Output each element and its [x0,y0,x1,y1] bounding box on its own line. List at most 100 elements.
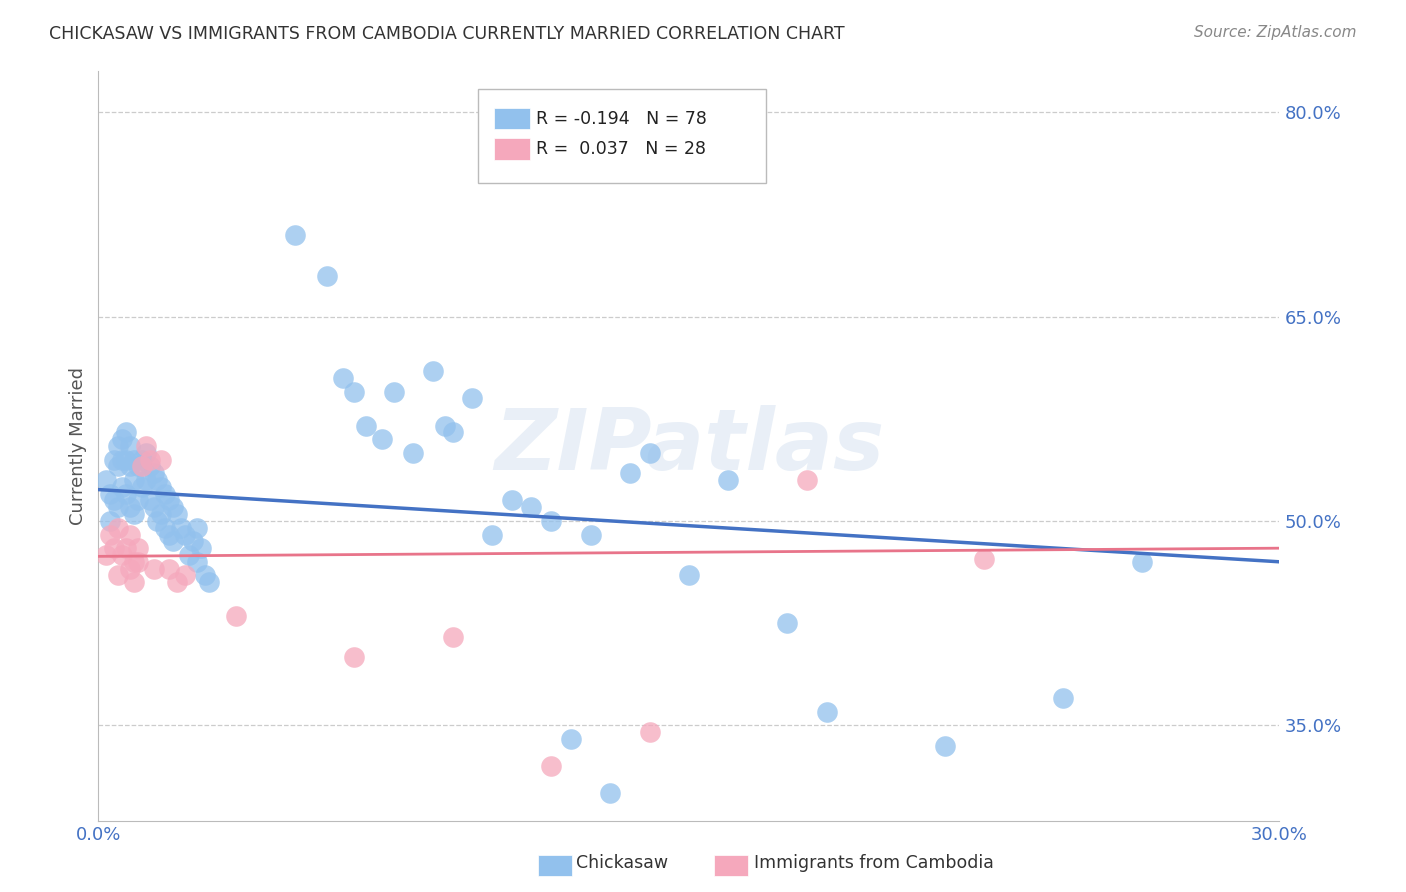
Point [115,425,138,440]
Point [135,446,157,460]
Point [103,452,125,467]
Point [111,452,134,467]
Point [115,452,138,467]
Point [118,527,141,541]
Point [122,452,145,467]
Point [678,568,700,582]
Point [111,432,134,446]
Point [186,521,208,535]
Point [619,467,641,481]
Point [166,507,188,521]
Point [107,568,129,582]
Point [96,548,118,562]
Point [197,575,219,590]
Point [131,480,153,494]
Text: ZIPatlas: ZIPatlas [494,404,884,488]
Point [107,459,129,474]
Point [122,507,145,521]
Point [1052,691,1074,706]
Point [540,514,562,528]
Point [461,392,484,406]
Point [150,507,173,521]
Point [157,527,180,541]
Point [118,439,141,453]
Point [107,500,129,515]
Point [103,541,125,556]
Point [103,493,125,508]
Point [315,268,337,283]
Point [138,452,160,467]
Point [131,452,153,467]
Point [638,725,661,739]
Point [118,500,141,515]
Point [433,418,456,433]
Y-axis label: Currently Married: Currently Married [69,367,87,525]
Point [402,446,425,460]
Point [98,486,121,500]
Point [155,521,177,535]
Point [115,486,138,500]
Point [98,527,121,541]
Point [371,432,394,446]
Point [146,473,169,487]
Point [150,480,173,494]
Point [194,568,217,582]
Point [107,521,129,535]
Point [157,493,180,508]
Point [776,616,799,631]
Text: R = -0.194   N = 78: R = -0.194 N = 78 [536,110,707,128]
Point [150,452,173,467]
Point [142,467,165,481]
Point [157,561,180,575]
Point [934,739,956,753]
Point [166,575,188,590]
Point [225,609,247,624]
Point [107,439,129,453]
Point [127,493,149,508]
Point [138,493,160,508]
Point [146,514,169,528]
Point [122,575,145,590]
Point [111,548,134,562]
Point [170,521,193,535]
Point [96,473,118,487]
Point [501,493,523,508]
Point [122,473,145,487]
Point [155,486,177,500]
Point [98,514,121,528]
Point [382,384,405,399]
Text: CHICKASAW VS IMMIGRANTS FROM CAMBODIA CURRENTLY MARRIED CORRELATION CHART: CHICKASAW VS IMMIGRANTS FROM CAMBODIA CU… [49,25,845,43]
Point [599,786,621,800]
Point [138,459,160,474]
Point [142,500,165,515]
Point [441,630,464,644]
Point [190,541,212,556]
Point [520,500,543,515]
Text: R =  0.037   N = 28: R = 0.037 N = 28 [536,140,706,158]
Point [560,731,582,746]
Point [638,446,661,460]
Point [162,534,184,549]
Point [422,364,444,378]
Point [127,555,149,569]
Point [354,418,377,433]
Point [796,473,818,487]
Point [441,425,464,440]
Point [174,568,197,582]
Point [131,459,153,474]
Point [177,548,200,562]
Point [122,555,145,569]
Point [127,541,149,556]
Point [481,527,503,541]
Text: Immigrants from Cambodia: Immigrants from Cambodia [754,855,994,872]
Point [135,439,157,453]
Text: Chickasaw: Chickasaw [576,855,669,872]
Point [115,541,138,556]
Point [162,500,184,515]
Point [174,527,197,541]
Point [540,759,562,773]
Point [1130,555,1153,569]
Point [118,459,141,474]
Point [142,561,165,575]
Point [717,473,740,487]
